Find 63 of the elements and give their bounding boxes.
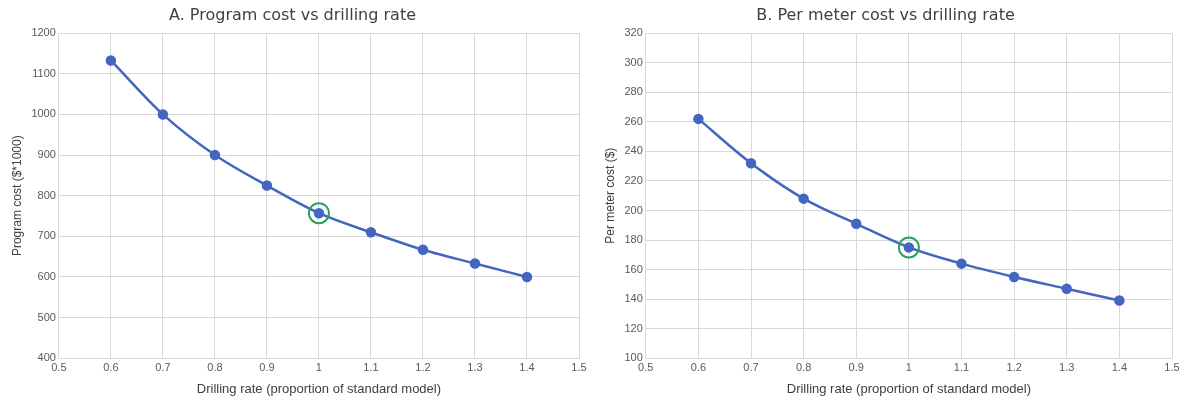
point (798, 193, 809, 204)
point (851, 218, 862, 230)
point (521, 271, 533, 283)
y-tick-label: 1200 (31, 26, 56, 39)
x-tick-label: 1 (905, 360, 912, 373)
point (1061, 283, 1072, 295)
point (157, 109, 169, 120)
x-tick-label: 0.9 (259, 360, 275, 373)
y-tick-label: 300 (624, 55, 643, 68)
x-tick-label: 0.9 (848, 360, 864, 373)
x-tick-label: 1.1 (953, 360, 970, 373)
y-tick-label: 700 (37, 229, 56, 242)
point (469, 258, 481, 269)
y-tick-label: 180 (624, 233, 643, 246)
y-tick-label: 600 (37, 269, 56, 282)
y-tick-label: 200 (624, 203, 643, 216)
y-tick-label: 800 (37, 188, 56, 201)
point (1114, 295, 1125, 306)
x-tick-label: 1.2 (415, 360, 431, 373)
point (897, 236, 920, 259)
y-tick-label: 320 (624, 26, 643, 39)
x-tick-label: 0.7 (743, 360, 759, 373)
x-tick-label: 1.5 (1164, 360, 1180, 373)
chart-title: B. Per meter cost vs drilling rate (756, 4, 1015, 24)
x-tick-label: 1.4 (1111, 360, 1128, 373)
x-axis-title: Drilling rate (proportion of standard model) (786, 380, 1031, 396)
y-tick-label: 1100 (32, 66, 56, 79)
y-axis-title: Program cost ($*1000) (9, 135, 24, 257)
point (693, 113, 704, 125)
point (417, 244, 429, 255)
y-tick-label: 1000 (31, 107, 56, 120)
y-tick-label: 220 (624, 173, 643, 186)
x-tick-label: 1.1 (363, 360, 379, 373)
x-tick-label: 0.7 (155, 360, 171, 373)
x-tick-label: 1.3 (467, 360, 483, 373)
point (307, 202, 330, 225)
x-tick-label: 0.6 (690, 360, 707, 373)
y-tick-label: 260 (624, 114, 643, 127)
x-tick-label: 0.8 (795, 360, 812, 373)
x-tick-label: 0.6 (103, 360, 119, 373)
point (261, 180, 273, 191)
x-tick-label: 1 (315, 360, 322, 373)
y-axis-title: Per meter cost ($) (602, 147, 617, 244)
point (209, 149, 221, 161)
y-tick-label: 500 (37, 310, 56, 323)
point (745, 157, 757, 169)
y-tick-label: 160 (624, 262, 643, 275)
chart-title: A. Program cost vs drilling rate (169, 4, 416, 24)
y-tick-label: 240 (624, 144, 643, 157)
x-tick-label: 0.8 (207, 360, 223, 373)
point (956, 258, 967, 269)
x-tick-label: 1.4 (519, 360, 535, 373)
y-tick-label: 280 (624, 85, 643, 98)
x-tick-label: 1.3 (1059, 360, 1075, 373)
x-axis-title: Drilling rate (proportion of standard model) (196, 380, 442, 396)
y-tick-label: 120 (624, 321, 643, 334)
x-tick-label: 1.5 (571, 360, 587, 373)
point (1008, 271, 1020, 283)
y-tick-label: 900 (37, 148, 56, 161)
x-tick-label: 1.2 (1006, 360, 1022, 373)
y-tick-label: 140 (624, 292, 643, 305)
point (365, 227, 377, 238)
point (105, 55, 117, 66)
